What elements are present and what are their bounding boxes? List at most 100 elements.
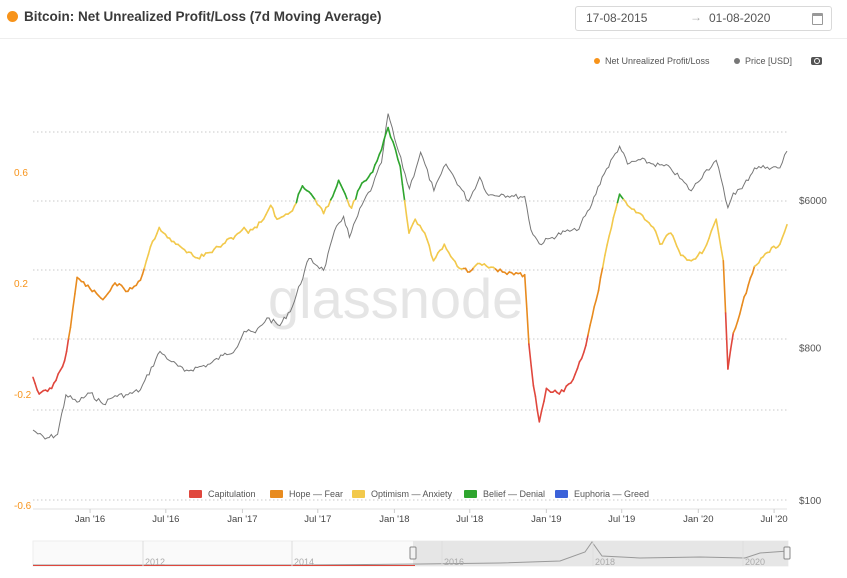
phase-legend: Capitulation Hope — Fear Optimism — Anxi… <box>0 489 847 501</box>
nupl-segment <box>724 312 729 370</box>
date-end-input[interactable]: 01-08-2020 <box>709 11 771 25</box>
nupl-segment <box>430 254 435 262</box>
navigator-handle[interactable] <box>409 546 417 560</box>
nupl-segment <box>428 244 433 256</box>
arrow-right-icon: → <box>690 10 702 24</box>
nupl-segment <box>532 384 537 398</box>
nupl-segment <box>601 254 606 268</box>
nupl-segment <box>591 305 596 318</box>
nupl-segment <box>339 184 344 191</box>
nupl-segment <box>745 284 750 295</box>
phase-label: Belief — Denial <box>483 489 546 499</box>
nupl-segment <box>589 315 594 327</box>
nupl-segment <box>717 232 722 248</box>
bitcoin-dot-icon <box>7 11 18 22</box>
right-axis-ticks: $6000 $800 $100 <box>799 196 827 507</box>
navigator-year-label: 2020 <box>745 557 765 567</box>
nupl-segment <box>376 153 381 162</box>
nupl-segment <box>614 201 619 212</box>
nupl-segment <box>768 246 773 253</box>
legend-item-nupl[interactable]: Net Unrealized Profit/Loss <box>594 56 710 66</box>
nupl-segment <box>63 350 68 362</box>
nupl-segment <box>538 410 543 423</box>
phase-label: Capitulation <box>208 489 256 499</box>
nupl-segment <box>734 320 739 329</box>
nupl-segment <box>392 141 397 150</box>
nupl-segment <box>530 365 535 387</box>
nupl-segment <box>295 193 300 204</box>
navigator-year-label: 2012 <box>145 557 165 567</box>
right-axis-tick-label: $100 <box>799 496 822 507</box>
nupl-segment <box>656 236 661 245</box>
nupl-segment <box>604 244 608 257</box>
left-axis-tick-label: -0.6 <box>14 501 32 512</box>
nupl-segment <box>414 218 419 225</box>
nupl-segment <box>572 373 577 381</box>
grid-lines <box>33 131 787 510</box>
camera-icon[interactable] <box>811 57 822 65</box>
nupl-segment <box>595 289 600 301</box>
nupl-segment <box>389 136 394 143</box>
phase-legend-item[interactable]: Optimism — Anxiety <box>352 489 452 499</box>
nupl-segment <box>396 158 402 168</box>
nupl-segment <box>757 257 762 264</box>
date-start-input[interactable]: 17-08-2015 <box>586 11 648 25</box>
left-axis-tick-label: 0.6 <box>14 168 28 179</box>
nupl-segment <box>394 148 399 160</box>
nupl-series <box>32 126 788 423</box>
phase-legend-item[interactable]: Belief — Denial <box>464 489 545 499</box>
nupl-segment <box>751 265 756 275</box>
nupl-segment <box>346 199 351 207</box>
nupl-segment <box>443 243 448 250</box>
left-axis-tick-label: 0.2 <box>14 279 28 290</box>
nupl-segment <box>331 190 336 198</box>
nupl-segment <box>585 334 589 347</box>
nupl-segment <box>543 387 548 403</box>
phase-swatch <box>464 490 477 498</box>
nupl-segment <box>705 237 710 246</box>
nupl-segment <box>599 266 604 279</box>
nupl-segment <box>593 298 598 308</box>
price-series <box>32 113 788 440</box>
nupl-segment <box>405 216 410 234</box>
navigator-year-label: 2018 <box>595 557 615 567</box>
nupl-segment <box>736 313 741 322</box>
phase-swatch <box>270 490 283 498</box>
x-axis-tick-label: Jan '20 <box>683 514 713 525</box>
right-axis-tick-label: $6000 <box>799 196 827 207</box>
nupl-segment <box>354 190 359 200</box>
nupl-segment <box>262 213 267 220</box>
time-navigator[interactable]: 2012 2014 2016 2018 2020 <box>32 540 791 567</box>
calendar-icon[interactable] <box>812 13 823 25</box>
nupl-segment <box>582 344 587 354</box>
nupl-segment <box>710 224 715 232</box>
phase-legend-item[interactable]: Capitulation <box>189 489 256 499</box>
phase-swatch <box>189 490 202 498</box>
legend-item-price[interactable]: Price [USD] <box>734 56 792 66</box>
nupl-segment <box>783 223 788 233</box>
nupl-segment <box>256 221 260 229</box>
x-axis-tick-label: Jan '16 <box>75 514 105 525</box>
nupl-segment <box>67 326 72 340</box>
nupl-segment <box>732 327 737 334</box>
nupl-segment <box>454 260 459 268</box>
phase-legend-item[interactable]: Euphoria — Greed <box>555 489 649 499</box>
nupl-segment <box>337 179 342 186</box>
nupl-segment <box>426 238 431 247</box>
nupl-segment <box>528 343 533 367</box>
header-divider <box>0 38 847 39</box>
nupl-segment <box>703 243 708 251</box>
nupl-segment <box>143 259 148 269</box>
legend-label: Price [USD] <box>745 56 793 66</box>
phase-legend-item[interactable]: Hope — Fear <box>270 489 343 499</box>
date-range-picker[interactable]: 17-08-2015 → 01-08-2020 <box>575 6 832 31</box>
x-axis-tick-label: Jul '16 <box>152 514 179 525</box>
phase-label: Optimism — Anxiety <box>371 489 453 499</box>
nupl-segment <box>738 304 743 315</box>
nupl-segment <box>32 376 36 385</box>
chart-legend-top: Net Unrealized Profit/Loss Price [USD] <box>0 56 847 70</box>
navigator-handle[interactable] <box>783 546 791 560</box>
nupl-segment <box>722 259 727 314</box>
nupl-segment <box>779 236 784 245</box>
